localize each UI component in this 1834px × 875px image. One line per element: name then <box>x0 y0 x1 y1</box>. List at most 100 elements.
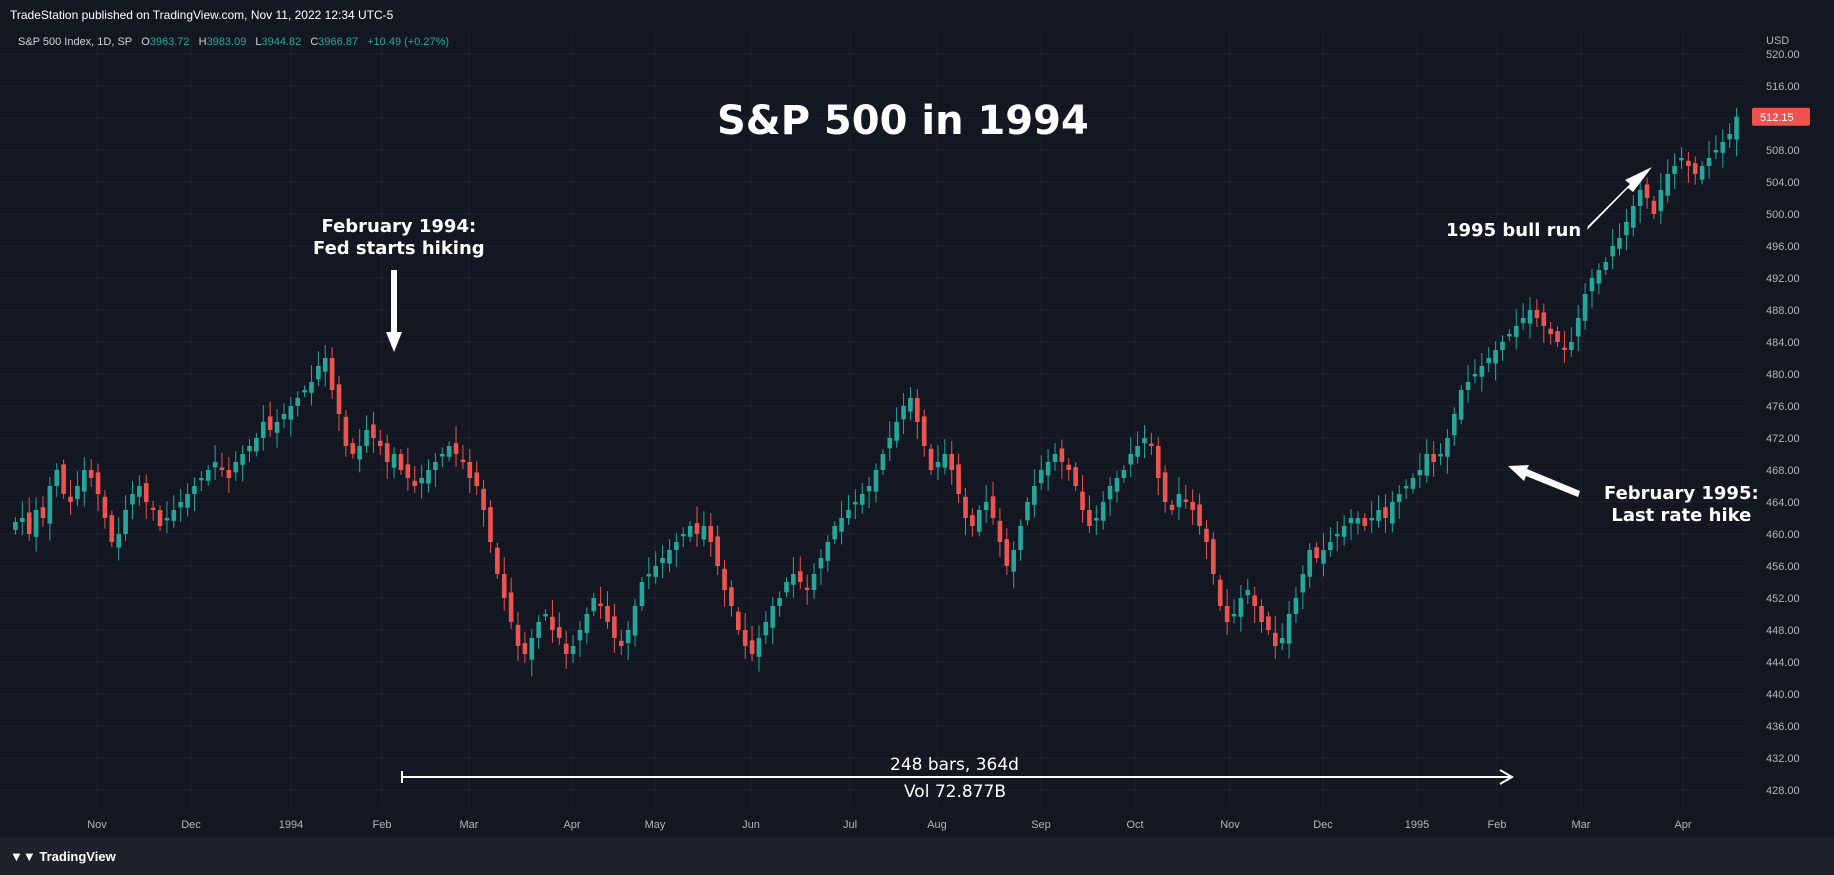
fed-hike-annotation: February 1994: Fed starts hiking <box>313 216 485 260</box>
candle-body <box>1569 342 1574 350</box>
candle-body <box>915 398 920 422</box>
candle-body <box>1692 163 1698 174</box>
candle-body <box>1589 278 1595 292</box>
candle-body <box>1465 382 1471 390</box>
candlestick-chart[interactable]: 428.00 432.00 436.00 440.00 444.00 448.00 452.… <box>0 30 1834 838</box>
candle-body <box>357 446 362 460</box>
candle-body <box>515 624 521 646</box>
candle-body <box>1107 486 1113 500</box>
candle-body <box>1259 606 1264 622</box>
candle-body <box>116 534 122 548</box>
y-tick-label: 520.00 <box>1766 49 1800 61</box>
y-tick-label: 492.00 <box>1766 273 1800 285</box>
candle-body <box>1472 374 1478 377</box>
x-tick-label: Nov <box>87 819 107 831</box>
last-hike-line2: Last rate hike <box>1611 505 1752 526</box>
y-tick-label: 448.00 <box>1766 625 1800 637</box>
y-tick-label: 516.00 <box>1766 81 1800 93</box>
candle-body <box>928 448 934 470</box>
candle-body <box>474 472 480 486</box>
candle-body <box>591 598 597 612</box>
candle-body <box>1059 448 1065 462</box>
candle-body <box>846 510 851 518</box>
candle-body <box>1520 318 1526 324</box>
candle-body <box>1176 494 1182 508</box>
last-hike-line1: February 1995: <box>1604 483 1759 504</box>
candle-body <box>1630 206 1636 228</box>
candle-body <box>1527 310 1533 324</box>
candle-body <box>1562 347 1567 350</box>
candle-body <box>577 630 583 641</box>
footer-bar: ▼▼ TradingView <box>0 838 1834 875</box>
candle-body <box>260 422 266 438</box>
candle-body <box>364 430 369 446</box>
candle-body <box>1513 326 1519 337</box>
candle-body <box>1211 539 1216 574</box>
candle-body <box>81 470 87 492</box>
candle-body <box>226 470 232 478</box>
change-value: +10.49 (+0.27%) <box>367 36 450 48</box>
candle-body <box>150 507 156 510</box>
candle-body <box>157 510 163 526</box>
candle-body <box>811 574 817 590</box>
candle-body <box>612 616 617 638</box>
candle-body <box>199 478 204 481</box>
candle-body <box>839 518 844 532</box>
candle-body <box>1479 366 1485 377</box>
x-tick-label: Jun <box>742 819 760 831</box>
candle-body <box>1183 499 1189 502</box>
candle-body <box>1362 518 1368 526</box>
x-tick-label: Apr <box>1674 819 1691 831</box>
candle-body <box>1727 134 1732 140</box>
candle-body <box>412 480 418 486</box>
candle-body <box>47 486 53 524</box>
candle-body <box>1087 510 1092 526</box>
y-tick-label: 496.00 <box>1766 241 1800 253</box>
candle-body <box>921 416 927 446</box>
close-value: 3966.87 <box>318 36 359 48</box>
candle-body <box>274 422 280 433</box>
candle-body <box>598 603 603 606</box>
candle-body <box>501 574 507 598</box>
last-hike-arrow-icon <box>1508 465 1580 497</box>
candle-body <box>1679 158 1684 161</box>
candle-body <box>1617 238 1622 249</box>
tradingview-logo[interactable]: ▼▼ TradingView <box>10 849 116 864</box>
y-tick-label: 428.00 <box>1766 785 1800 797</box>
measure-arrow-icon <box>1499 769 1514 785</box>
last-price-tag <box>1752 107 1810 126</box>
y-tick-label: 436.00 <box>1766 721 1800 733</box>
candle-body <box>997 520 1003 542</box>
candle-body <box>536 622 541 638</box>
y-tick-label: 500.00 <box>1766 209 1800 221</box>
candle-body <box>832 526 837 540</box>
candle-body <box>329 358 335 390</box>
candle-body <box>529 638 535 660</box>
measure-bars-label: 248 bars, 364d <box>890 755 1019 775</box>
candle-body <box>1507 334 1512 337</box>
candle-body <box>481 488 486 510</box>
bull-run-annotation: 1995 bull run <box>1446 220 1582 241</box>
symbol-legend: S&P 500 Index, 1D, SP O3963.72 H3983.09 … <box>18 36 455 48</box>
candle-body <box>95 472 101 494</box>
candle-body <box>88 470 94 478</box>
candle-body <box>371 424 376 438</box>
candle-body <box>1348 518 1354 524</box>
candle-body <box>1300 574 1306 593</box>
symbol-name[interactable]: S&P 500 Index, 1D, SP <box>18 36 133 48</box>
candle-body <box>1279 638 1285 644</box>
candle-body <box>949 454 955 470</box>
candle-body <box>687 526 693 537</box>
candle-body <box>543 614 548 617</box>
candle-body <box>859 494 865 505</box>
x-tick-label: Nov <box>1220 819 1240 831</box>
candle-body <box>749 640 755 654</box>
chart-area[interactable]: 428.00 432.00 436.00 440.00 444.00 448.00 452.… <box>0 30 1834 838</box>
candle-body <box>1644 184 1650 198</box>
candle-body <box>1328 542 1333 550</box>
candle-body <box>1534 310 1540 318</box>
candle-body <box>742 630 748 646</box>
y-tick-label: 468.00 <box>1766 465 1800 477</box>
candle-body <box>384 443 390 462</box>
candle-body <box>322 358 328 372</box>
